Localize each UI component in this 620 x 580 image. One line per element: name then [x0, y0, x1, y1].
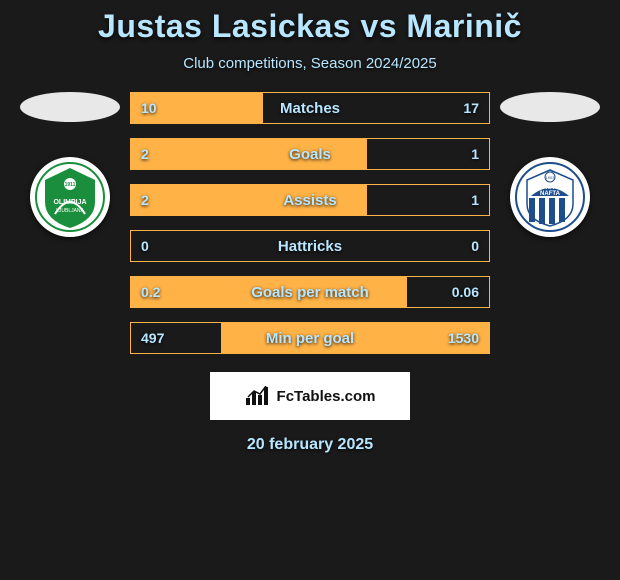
player-right-avatar — [500, 92, 600, 122]
nafta-crest-icon: NK NAFTA 1903 — [515, 162, 585, 232]
stat-label: Hattricks — [131, 238, 489, 255]
fctables-label: FcTables.com — [277, 388, 376, 405]
player-left-avatar — [20, 92, 120, 122]
player-right-side: NK NAFTA 1903 — [500, 92, 600, 237]
team-right-crest: NK NAFTA 1903 — [510, 157, 590, 237]
stat-label: Goals per match — [131, 284, 489, 301]
svg-text:OLIMPIJA: OLIMPIJA — [53, 199, 86, 206]
svg-text:1911: 1911 — [65, 182, 76, 188]
page-title: Justas Lasickas vs Marinič — [98, 8, 522, 45]
page-subtitle: Club competitions, Season 2024/2025 — [183, 55, 437, 72]
stat-row: 4971530Min per goal — [130, 322, 490, 354]
svg-text:LJUBLJANA: LJUBLJANA — [56, 208, 84, 214]
stats-panel: 1017Matches 21Goals 21Assists 00Hattricks 0.… — [130, 92, 490, 354]
team-left-crest: 1911 OLIMPIJA LJUBLJANA — [30, 157, 110, 237]
stat-label: Assists — [131, 192, 489, 209]
stat-row: 1017Matches — [130, 92, 490, 124]
svg-text:1903: 1903 — [546, 175, 556, 180]
stat-row: 21Assists — [130, 184, 490, 216]
content-row: 1911 OLIMPIJA LJUBLJANA 1017Matches 21Goa… — [0, 92, 620, 354]
stat-label: Matches — [131, 100, 489, 117]
date-label: 20 february 2025 — [247, 436, 373, 454]
bars-icon — [245, 386, 273, 406]
player-left-side: 1911 OLIMPIJA LJUBLJANA — [20, 92, 120, 237]
olimpija-crest-icon: 1911 OLIMPIJA LJUBLJANA — [35, 162, 105, 232]
fctables-watermark: FcTables.com — [210, 372, 410, 420]
stat-label: Goals — [131, 146, 489, 163]
stat-label: Min per goal — [131, 330, 489, 347]
stat-row: 21Goals — [130, 138, 490, 170]
stat-row: 00Hattricks — [130, 230, 490, 262]
svg-text:NAFTA: NAFTA — [540, 191, 561, 197]
comparison-card: Justas Lasickas vs Marinič Club competit… — [0, 0, 620, 580]
stat-row: 0.20.06Goals per match — [130, 276, 490, 308]
